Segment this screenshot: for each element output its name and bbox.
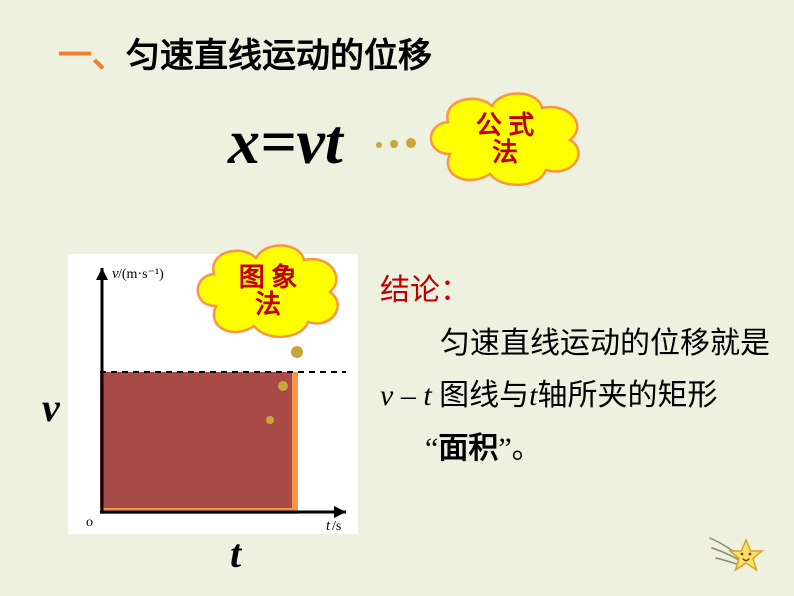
star-icon: [708, 528, 778, 584]
conclusion-area: 面积: [438, 432, 498, 465]
conclusion-period: 。: [512, 432, 542, 465]
conclusion-mid2: 轴所夹的矩形: [538, 379, 718, 412]
t-label: t: [230, 530, 241, 577]
conclusion-title: 结论：: [380, 274, 470, 307]
v-label: v: [42, 384, 60, 431]
conclusion-mid1: 图线与: [439, 379, 529, 412]
conclusion-body-pre: 匀速直线运动的位移就是: [380, 327, 770, 360]
conclusion-vt: v – t: [380, 379, 439, 412]
quote-open: “: [425, 432, 438, 465]
conclusion-block: 结论： 匀速直线运动的位移就是 v – t 图线与t轴所夹的矩形 “面积”。: [380, 265, 770, 475]
conclusion-t: t: [529, 379, 537, 412]
quote-close: ”: [498, 432, 511, 465]
